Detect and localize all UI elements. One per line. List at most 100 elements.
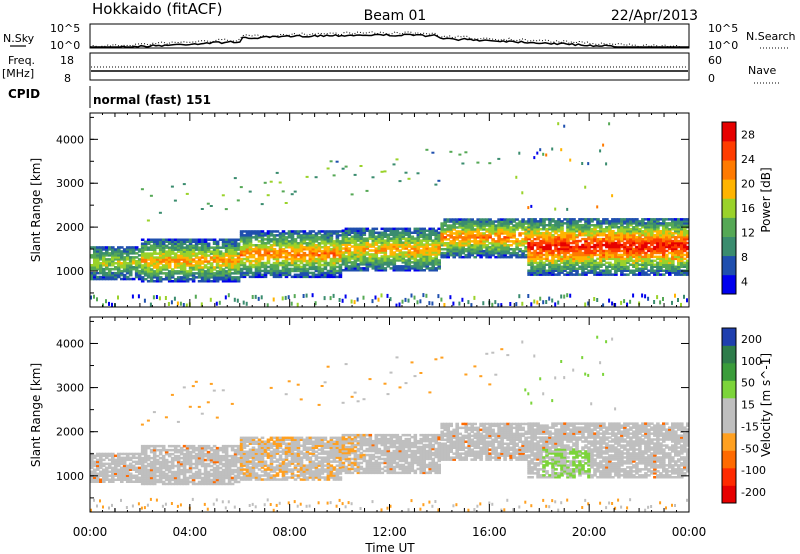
velocity-cell bbox=[152, 462, 157, 466]
velocity-cell bbox=[170, 472, 175, 476]
velocity-cell bbox=[128, 458, 133, 462]
power-cell bbox=[617, 259, 621, 263]
power-cell bbox=[425, 261, 429, 264]
power-cell bbox=[317, 232, 322, 235]
power-cell bbox=[173, 260, 178, 263]
power-cell bbox=[410, 235, 415, 238]
power-cell bbox=[284, 249, 289, 253]
power-cell bbox=[111, 250, 115, 253]
power-cell bbox=[389, 259, 394, 262]
power-cell bbox=[230, 242, 235, 245]
power-cell bbox=[581, 261, 585, 265]
velocity-cell bbox=[203, 452, 208, 456]
power-cell bbox=[608, 231, 612, 235]
velocity-cell bbox=[158, 470, 163, 474]
power-cell bbox=[668, 241, 672, 245]
power-cell bbox=[111, 258, 115, 261]
velocity-cell bbox=[158, 448, 163, 452]
y-tick-label: 4000 bbox=[56, 133, 84, 146]
velocity-cell bbox=[194, 456, 199, 460]
power-cell bbox=[272, 297, 275, 302]
power-cell bbox=[272, 242, 277, 245]
power-cell bbox=[602, 251, 606, 255]
power-cell bbox=[527, 247, 531, 251]
power-cell bbox=[422, 261, 426, 264]
power-cell bbox=[437, 267, 441, 270]
power-cell bbox=[266, 269, 271, 273]
power-cell bbox=[305, 269, 310, 273]
power-cell bbox=[452, 253, 456, 257]
power-cell bbox=[653, 230, 657, 233]
power-cell bbox=[341, 259, 346, 262]
power-cell bbox=[455, 234, 459, 237]
power-cell bbox=[590, 261, 594, 265]
power-cell bbox=[398, 180, 402, 183]
power-cell bbox=[386, 241, 391, 244]
velocity-cell bbox=[200, 444, 205, 448]
power-cell bbox=[290, 249, 295, 253]
power-cell bbox=[230, 252, 235, 255]
power-cell bbox=[674, 255, 678, 259]
power-cell bbox=[305, 293, 308, 298]
power-cell bbox=[680, 257, 684, 261]
velocity-cell bbox=[90, 478, 94, 481]
power-cell bbox=[359, 245, 364, 248]
power-cell bbox=[521, 220, 525, 223]
power-cell bbox=[245, 248, 250, 251]
power-cell bbox=[125, 267, 130, 271]
power-cell bbox=[317, 273, 322, 277]
velocity-cell bbox=[114, 468, 118, 471]
power-cell bbox=[149, 276, 154, 279]
power-cell bbox=[596, 253, 600, 257]
power-cell bbox=[569, 265, 573, 268]
power-cell bbox=[170, 272, 175, 275]
power-cell bbox=[302, 251, 307, 255]
power-cell bbox=[662, 255, 666, 259]
power-cell bbox=[461, 228, 465, 231]
power-cell bbox=[452, 301, 455, 306]
power-cell bbox=[212, 254, 217, 257]
power-cell bbox=[122, 258, 127, 261]
power-cell bbox=[290, 255, 295, 259]
power-cell bbox=[356, 235, 361, 238]
power-cell bbox=[269, 253, 274, 257]
power-cell bbox=[674, 247, 678, 251]
power-cell bbox=[200, 248, 205, 251]
power-cell bbox=[302, 259, 307, 263]
velocity-cell bbox=[96, 480, 100, 483]
power-cell bbox=[479, 224, 483, 227]
power-cell bbox=[542, 231, 546, 235]
power-cell bbox=[584, 241, 588, 245]
power-cell bbox=[117, 271, 121, 275]
power-cell bbox=[413, 267, 418, 270]
power-cell bbox=[320, 230, 325, 233]
power-cell bbox=[326, 271, 331, 275]
power-cell bbox=[539, 224, 543, 227]
power-cell bbox=[542, 222, 546, 225]
power-cell bbox=[638, 249, 642, 253]
power-cell bbox=[635, 235, 639, 239]
power-cell bbox=[206, 278, 211, 281]
power-cell bbox=[311, 244, 316, 247]
velocity-cell bbox=[197, 454, 202, 458]
power-cell bbox=[578, 226, 582, 229]
velocity-cell bbox=[149, 466, 154, 470]
velocity-cell bbox=[158, 444, 163, 448]
velocity-cell bbox=[191, 446, 196, 450]
power-cell bbox=[647, 224, 651, 227]
power-cell bbox=[617, 253, 621, 257]
power-cell bbox=[503, 244, 507, 247]
power-cell bbox=[524, 255, 528, 259]
power-cell bbox=[218, 272, 223, 275]
power-cell bbox=[650, 263, 654, 266]
power-cell bbox=[170, 256, 175, 259]
power-cell bbox=[515, 228, 519, 231]
power-cell bbox=[542, 241, 546, 245]
power-cell bbox=[105, 275, 109, 279]
power-cell bbox=[545, 251, 549, 255]
velocity-cell bbox=[152, 446, 157, 450]
noise-right-tick-low: 10^0 bbox=[708, 39, 738, 52]
power-cell bbox=[317, 242, 322, 245]
power-cell bbox=[599, 251, 603, 255]
power-cell bbox=[185, 238, 190, 241]
